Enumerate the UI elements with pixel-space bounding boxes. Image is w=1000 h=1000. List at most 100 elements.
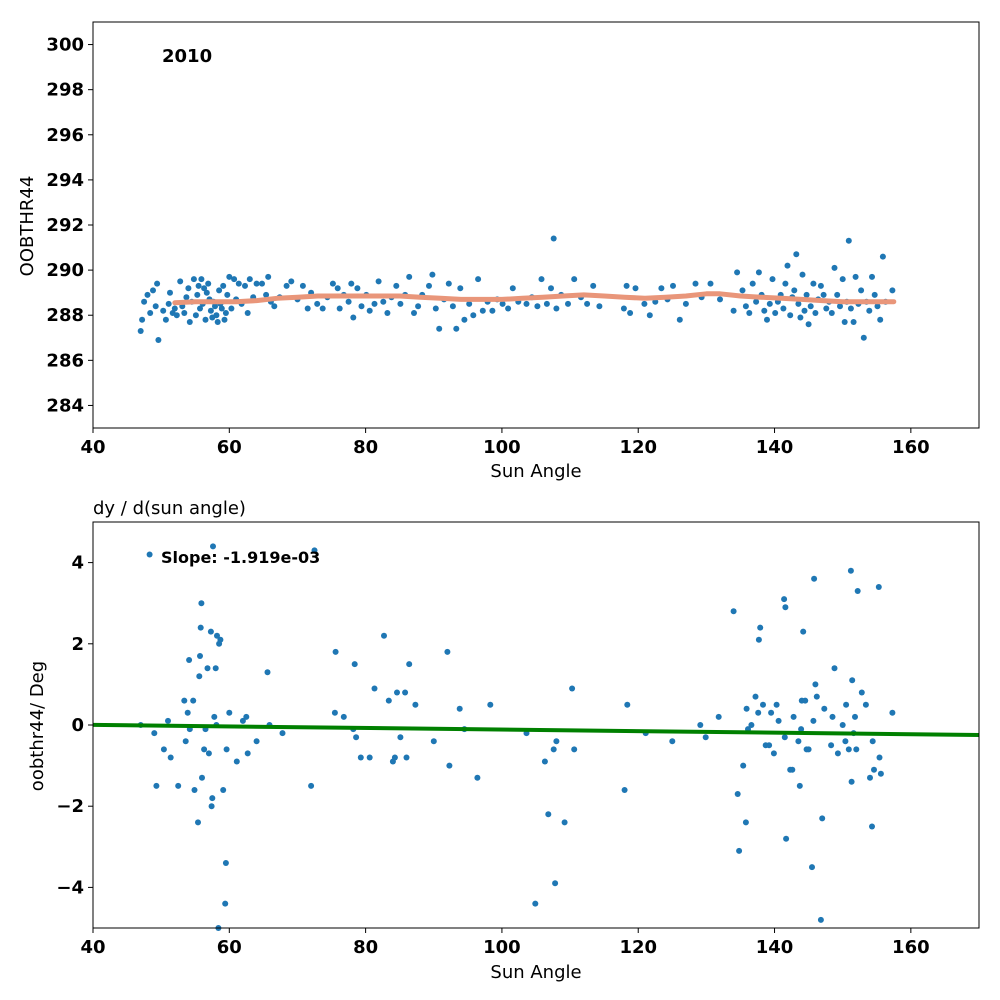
data-point xyxy=(470,312,477,319)
data-point xyxy=(867,774,873,781)
data-point xyxy=(173,312,180,319)
data-point xyxy=(795,738,802,745)
data-point xyxy=(499,300,506,307)
data-point xyxy=(487,701,494,708)
data-point xyxy=(541,758,548,765)
data-point xyxy=(185,285,192,292)
data-point xyxy=(213,312,220,319)
data-point xyxy=(265,273,272,280)
data-point xyxy=(623,282,630,289)
data-point xyxy=(632,285,639,292)
data-point xyxy=(196,673,203,680)
data-point xyxy=(222,860,229,866)
data-point xyxy=(768,709,775,716)
data-point xyxy=(152,303,159,310)
x-tick-label: 60 xyxy=(217,437,242,458)
data-point xyxy=(755,709,762,716)
data-point xyxy=(770,750,777,757)
data-point xyxy=(217,636,224,643)
data-point xyxy=(823,305,830,312)
data-point xyxy=(233,758,240,765)
data-point xyxy=(160,746,167,753)
data-point xyxy=(340,713,347,720)
x-tick-label: 60 xyxy=(217,937,242,958)
data-point xyxy=(734,269,741,276)
data-point xyxy=(839,722,846,728)
data-point xyxy=(746,310,753,316)
data-point xyxy=(216,287,223,294)
x-tick-label: 80 xyxy=(353,437,378,458)
data-point xyxy=(829,713,836,720)
data-point xyxy=(457,285,464,292)
top-scatter-points xyxy=(137,235,896,343)
data-point xyxy=(198,600,205,607)
data-point xyxy=(329,280,336,287)
data-point xyxy=(461,316,468,323)
data-point xyxy=(194,291,201,298)
data-point xyxy=(784,262,791,269)
data-point xyxy=(799,271,806,278)
x-tick-label: 140 xyxy=(756,937,794,958)
x-tick-label: 120 xyxy=(619,437,657,458)
data-point xyxy=(877,770,884,777)
x-tick-label: 120 xyxy=(619,937,657,958)
data-point xyxy=(226,709,233,716)
data-point xyxy=(791,287,798,294)
data-point xyxy=(697,722,704,728)
data-point xyxy=(796,782,803,789)
data-point xyxy=(271,303,278,310)
data-point xyxy=(538,276,545,283)
data-point xyxy=(453,325,460,332)
data-point xyxy=(214,632,220,639)
data-point xyxy=(201,746,208,753)
data-point xyxy=(565,300,571,307)
data-point xyxy=(550,746,557,753)
data-point xyxy=(207,628,214,635)
y-tick-label: 298 xyxy=(46,80,84,101)
y-tick-label: −2 xyxy=(56,796,84,817)
y-tick-label: 288 xyxy=(46,305,84,326)
data-point xyxy=(228,305,235,312)
x-tick-label: 100 xyxy=(483,937,521,958)
data-point xyxy=(197,305,203,312)
data-point xyxy=(308,782,315,789)
data-point xyxy=(820,291,827,298)
data-point xyxy=(571,276,578,283)
data-point xyxy=(790,713,797,720)
data-point xyxy=(432,305,439,312)
data-point xyxy=(810,717,817,724)
data-point xyxy=(550,235,557,242)
data-point xyxy=(456,705,463,712)
data-point xyxy=(221,316,228,323)
y-tick-label: 4 xyxy=(71,553,84,574)
data-point xyxy=(862,701,869,708)
data-point xyxy=(875,584,882,590)
data-point xyxy=(757,624,764,631)
data-point xyxy=(874,303,881,310)
data-point xyxy=(259,280,265,287)
data-point xyxy=(782,604,789,611)
data-point xyxy=(869,738,876,745)
data-point xyxy=(797,314,804,321)
data-point xyxy=(743,705,750,712)
data-point xyxy=(350,314,357,321)
data-point xyxy=(853,746,860,753)
data-point xyxy=(812,681,819,688)
data-point xyxy=(523,300,530,307)
data-point xyxy=(817,916,824,923)
data-point xyxy=(717,296,723,303)
data-point xyxy=(753,298,760,305)
data-point xyxy=(793,251,800,258)
data-point xyxy=(627,310,634,316)
data-point xyxy=(199,774,205,781)
data-point xyxy=(670,282,676,289)
data-point xyxy=(183,294,190,301)
data-point xyxy=(834,750,841,757)
data-point xyxy=(264,669,271,676)
data-point xyxy=(755,269,762,276)
data-point xyxy=(781,596,788,603)
data-point xyxy=(380,298,387,305)
data-point xyxy=(869,823,875,830)
data-point xyxy=(624,701,631,708)
data-point xyxy=(736,847,743,854)
